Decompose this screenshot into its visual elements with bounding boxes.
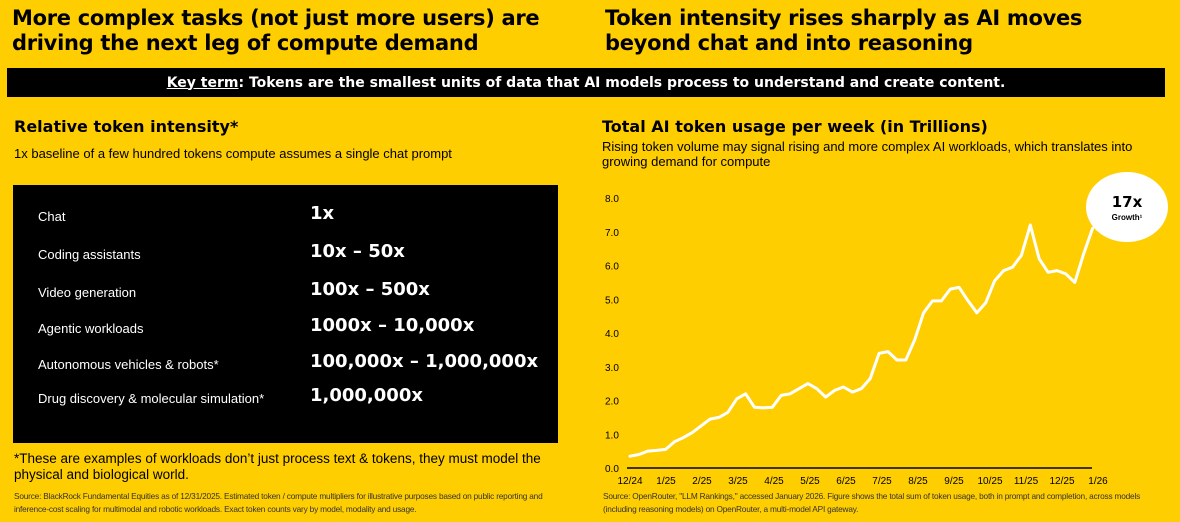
x-tick-label: 11/25: [1014, 476, 1039, 487]
left-section-title: Relative token intensity*: [14, 117, 239, 136]
table-row: Agentic workloads 1000x – 10,000x: [13, 315, 558, 345]
left-section-subtitle: 1x baseline of a few hundred tokens comp…: [14, 146, 452, 161]
row-value: 10x – 50x: [310, 241, 405, 262]
x-tick-label: 1/25: [656, 476, 676, 487]
y-tick-label: 7.0: [605, 228, 619, 239]
x-tick-label: 2/25: [692, 476, 712, 487]
x-tick-label: 6/25: [836, 476, 856, 487]
headline-left: More complex tasks (not just more users)…: [12, 6, 540, 55]
y-tick-label: 8.0: [605, 194, 619, 205]
row-value: 1x: [310, 203, 335, 224]
key-term-text: : Tokens are the smallest units of data …: [238, 74, 1006, 91]
row-value: 100,000x – 1,000,000x: [310, 351, 539, 372]
x-tick-label: 7/25: [872, 476, 892, 487]
x-tick-label: 8/25: [908, 476, 928, 487]
headline-right: Token intensity rises sharply as AI move…: [605, 6, 1083, 55]
chart-subtitle: Rising token volume may signal rising an…: [602, 139, 1133, 169]
table-row: Video generation 100x – 500x: [13, 279, 558, 309]
y-tick-label: 2.0: [605, 397, 619, 408]
row-label: Autonomous vehicles & robots*: [38, 357, 219, 372]
y-tick-label: 1.0: [605, 430, 619, 441]
row-label: Coding assistants: [38, 247, 141, 262]
right-source-note: Source: OpenRouter, "LLM Rankings," acce…: [603, 491, 1141, 514]
left-source-note: Source: BlackRock Fundamental Equities a…: [14, 491, 543, 514]
x-tick-label: 4/25: [764, 476, 784, 487]
x-tick-label: 5/25: [800, 476, 820, 487]
x-tick-label: 12/25: [1049, 476, 1074, 487]
table-row: Drug discovery & molecular simulation* 1…: [13, 385, 558, 415]
row-label: Drug discovery & molecular simulation*: [38, 391, 265, 406]
y-tick-label: 0.0: [605, 464, 619, 475]
y-tick-label: 4.0: [605, 329, 619, 340]
row-label: Video generation: [38, 285, 137, 300]
series-line: [628, 223, 1095, 458]
y-tick-label: 3.0: [605, 363, 619, 374]
row-value: 1000x – 10,000x: [310, 315, 475, 336]
key-term-label: Key term: [166, 74, 239, 91]
x-tick-label: 9/25: [944, 476, 964, 487]
x-tick-label: 1/26: [1088, 476, 1108, 487]
row-value: 100x – 500x: [310, 279, 430, 300]
table-row: Autonomous vehicles & robots* 100,000x –…: [13, 351, 558, 381]
token-usage-chart: 0.0 1.0 2.0 3.0 4.0 5.0 6.0 7.0 8.0 12/24 1/25 2/2…: [605, 194, 1108, 487]
growth-value: 17x: [1111, 192, 1143, 211]
token-intensity-table: Chat 1x Coding assistants 10x – 50x Vide…: [13, 185, 558, 443]
footnote: *These are examples of workloads don’t j…: [14, 451, 541, 482]
key-term-bar: Key term : Tokens are the smallest units…: [7, 68, 1165, 97]
x-tick-label: 3/25: [728, 476, 748, 487]
growth-label: Growth¹: [1111, 212, 1143, 222]
y-tick-label: 5.0: [605, 295, 619, 306]
x-tick-label: 10/25: [977, 476, 1002, 487]
table-row: Chat 1x: [13, 203, 558, 233]
chart-title: Total AI token usage per week (in Trilli…: [602, 117, 988, 136]
table-row: Coding assistants 10x – 50x: [13, 241, 558, 271]
row-value: 1,000,000x: [310, 385, 423, 406]
growth-badge: 17x Growth¹: [1086, 172, 1168, 242]
y-tick-label: 6.0: [605, 262, 619, 273]
row-label: Agentic workloads: [38, 321, 144, 336]
row-label: Chat: [38, 209, 66, 224]
x-tick-label: 12/24: [617, 476, 642, 487]
